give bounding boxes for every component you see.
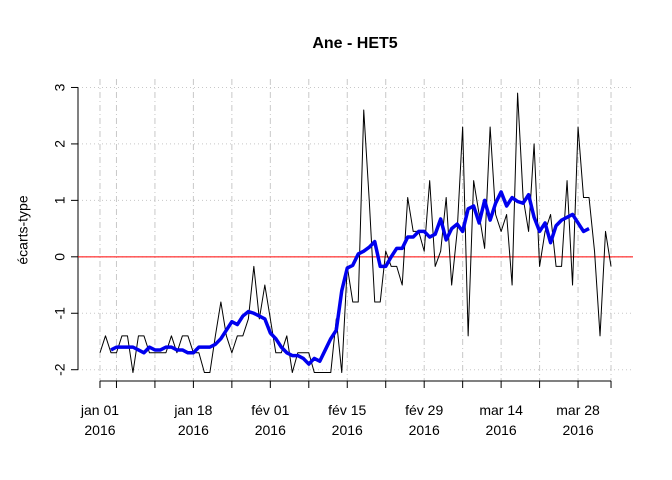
y-tick-label: 1 xyxy=(52,196,68,204)
chart-title: Ane - HET5 xyxy=(312,35,397,52)
x-tick-label: fév 01 2016 xyxy=(251,402,290,438)
series-line xyxy=(99,92,612,374)
y-tick-label: -2 xyxy=(52,363,68,376)
y-tick-label: 3 xyxy=(52,83,68,91)
x-tick-label: mar 14 2016 xyxy=(479,402,523,438)
x-tick-label: jan 18 2016 xyxy=(174,402,213,438)
y-tick-label: -1 xyxy=(52,307,68,320)
x-tick-label: jan 01 2016 xyxy=(80,402,120,438)
x-tick-label: fév 29 2016 xyxy=(405,402,444,438)
y-tick-label: 2 xyxy=(52,140,68,148)
x-tick-label: fév 15 2016 xyxy=(328,402,367,438)
series-line xyxy=(110,190,590,366)
x-tick-label: mar 28 2016 xyxy=(556,402,600,438)
y-tick-label: 0 xyxy=(52,253,68,261)
y-axis-label: écarts-type xyxy=(15,195,31,264)
